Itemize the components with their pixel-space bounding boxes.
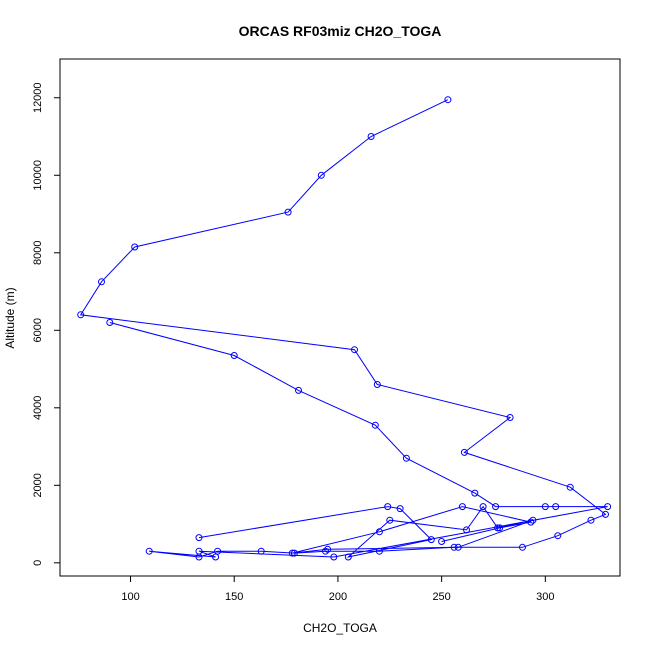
data-point — [230, 352, 238, 359]
data-point — [367, 133, 375, 140]
data-point — [396, 505, 404, 513]
data-point — [438, 538, 446, 545]
data-point — [212, 553, 220, 561]
y-tick-label: 10000 — [32, 160, 44, 191]
data-point — [386, 516, 394, 524]
x-tick-label: 150 — [225, 591, 243, 603]
data-point — [375, 528, 383, 536]
data-point — [324, 545, 332, 553]
y-axis-label: Altitude (m) — [3, 287, 17, 348]
data-point — [257, 547, 265, 555]
y-tick-label: 8000 — [32, 241, 44, 265]
data-point — [496, 524, 504, 532]
data-point — [131, 243, 139, 251]
data-point — [604, 503, 612, 511]
series-layer — [77, 96, 612, 561]
data-point — [444, 96, 452, 104]
data-point — [77, 311, 85, 319]
data-point — [554, 532, 562, 540]
data-point — [463, 526, 470, 534]
x-axis: 100 150 200 250 300 — [121, 576, 555, 603]
data-point — [492, 503, 500, 511]
data-point — [145, 547, 153, 555]
chart-title: ORCAS RF03miz CH2O_TOGA — [239, 23, 442, 39]
data-point — [288, 549, 296, 557]
data-point — [527, 518, 535, 526]
data-point — [529, 516, 537, 524]
data-point — [458, 503, 466, 511]
data-point — [195, 547, 203, 555]
data-point — [541, 503, 549, 511]
plot-frame — [59, 58, 621, 577]
y-tick-label: 6000 — [32, 318, 44, 342]
data-point — [402, 454, 410, 462]
y-tick-label: 2000 — [32, 473, 44, 497]
data-point — [351, 346, 358, 354]
x-tick-label: 300 — [536, 591, 554, 603]
data-point — [290, 549, 298, 557]
data-point — [587, 516, 595, 524]
data-point — [330, 553, 338, 561]
y-tick-label: 12000 — [32, 82, 44, 113]
data-point — [454, 543, 462, 551]
data-point — [371, 421, 379, 429]
data-point — [106, 319, 114, 326]
y-tick-label: 4000 — [32, 396, 44, 420]
data-point — [384, 503, 392, 511]
data-point — [460, 448, 468, 456]
x-tick-label: 250 — [432, 591, 450, 603]
data-point — [317, 171, 325, 179]
data-point — [284, 208, 292, 216]
data-point — [195, 534, 203, 542]
data-point — [295, 386, 302, 394]
data-point — [373, 381, 381, 388]
series-line — [198, 505, 534, 558]
data-point — [506, 414, 514, 421]
data-point — [602, 510, 609, 518]
x-tick-label: 100 — [121, 591, 139, 603]
y-tick-label: 0 — [32, 560, 44, 566]
data-point — [552, 503, 560, 511]
y-axis: 0 2000 4000 6000 8000 10000 12000 — [32, 82, 60, 566]
data-point — [427, 536, 435, 544]
data-point — [322, 547, 329, 555]
data-point — [471, 489, 479, 497]
data-point — [479, 503, 487, 511]
data-point — [494, 524, 502, 532]
data-point — [566, 483, 574, 491]
x-tick-label: 200 — [329, 591, 347, 603]
data-point — [519, 543, 526, 551]
x-axis-label: CH2O_TOGA — [303, 621, 377, 635]
series-2 — [195, 503, 537, 561]
data-point — [98, 278, 105, 286]
data-point — [344, 553, 352, 561]
